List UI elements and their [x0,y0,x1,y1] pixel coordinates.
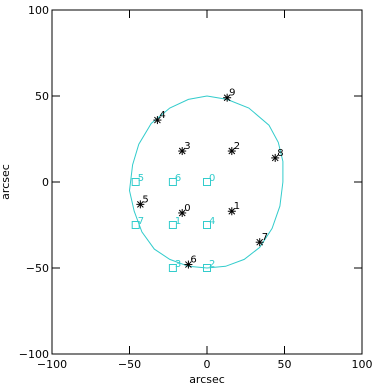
y-tick-label: −100 [19,348,49,361]
square-marker [203,264,211,272]
star-marker [271,153,280,162]
square-label: 1 [175,216,181,227]
star-marker [184,260,193,269]
square-marker [203,178,211,186]
square-marker [168,221,177,229]
x-tick-label: −100 [37,358,67,371]
star-label: 0 [184,203,190,214]
square-label: 2 [209,259,215,270]
star-label: 6 [190,255,196,266]
square-label: 0 [209,173,215,184]
square-label: 5 [138,173,144,184]
square-marker [131,221,140,229]
star-marker [227,147,236,156]
square-marker [168,178,177,186]
star-marker [153,116,162,125]
star-label: 3 [184,141,190,152]
star-label: 9 [229,88,235,99]
star-label: 7 [262,232,268,243]
y-tick-label: −50 [26,262,49,275]
plot-frame [51,9,363,355]
square-label: 6 [175,173,181,184]
star-label: 8 [277,148,283,159]
star-label: 5 [142,194,148,205]
square-label: 3 [175,259,181,270]
field-boundary [128,95,284,269]
star-marker [227,207,236,216]
star-marker [178,208,187,217]
star-marker [223,93,232,102]
square-marker [168,264,177,272]
star-label: 1 [234,201,240,212]
x-tick-label: 100 [352,358,372,371]
y-tick-label: 100 [28,4,49,17]
x-axis-title: arcsec [189,373,225,386]
square-label: 7 [138,216,144,227]
square-marker [203,221,211,229]
y-tick-label: 0 [42,176,49,189]
star-marker [136,200,145,209]
x-tick-label: 0 [204,358,211,371]
y-axis-title: arcsec [0,164,12,200]
x-tick-label: −50 [118,358,141,371]
square-marker [131,178,140,186]
square-label: 4 [209,216,215,227]
star-label: 4 [159,110,165,121]
star-marker [255,238,264,247]
star-label: 2 [234,141,240,152]
boundary-line [128,95,284,269]
y-tick-label: 50 [35,90,49,103]
star-marker [178,147,187,156]
x-tick-label: 50 [278,358,292,371]
